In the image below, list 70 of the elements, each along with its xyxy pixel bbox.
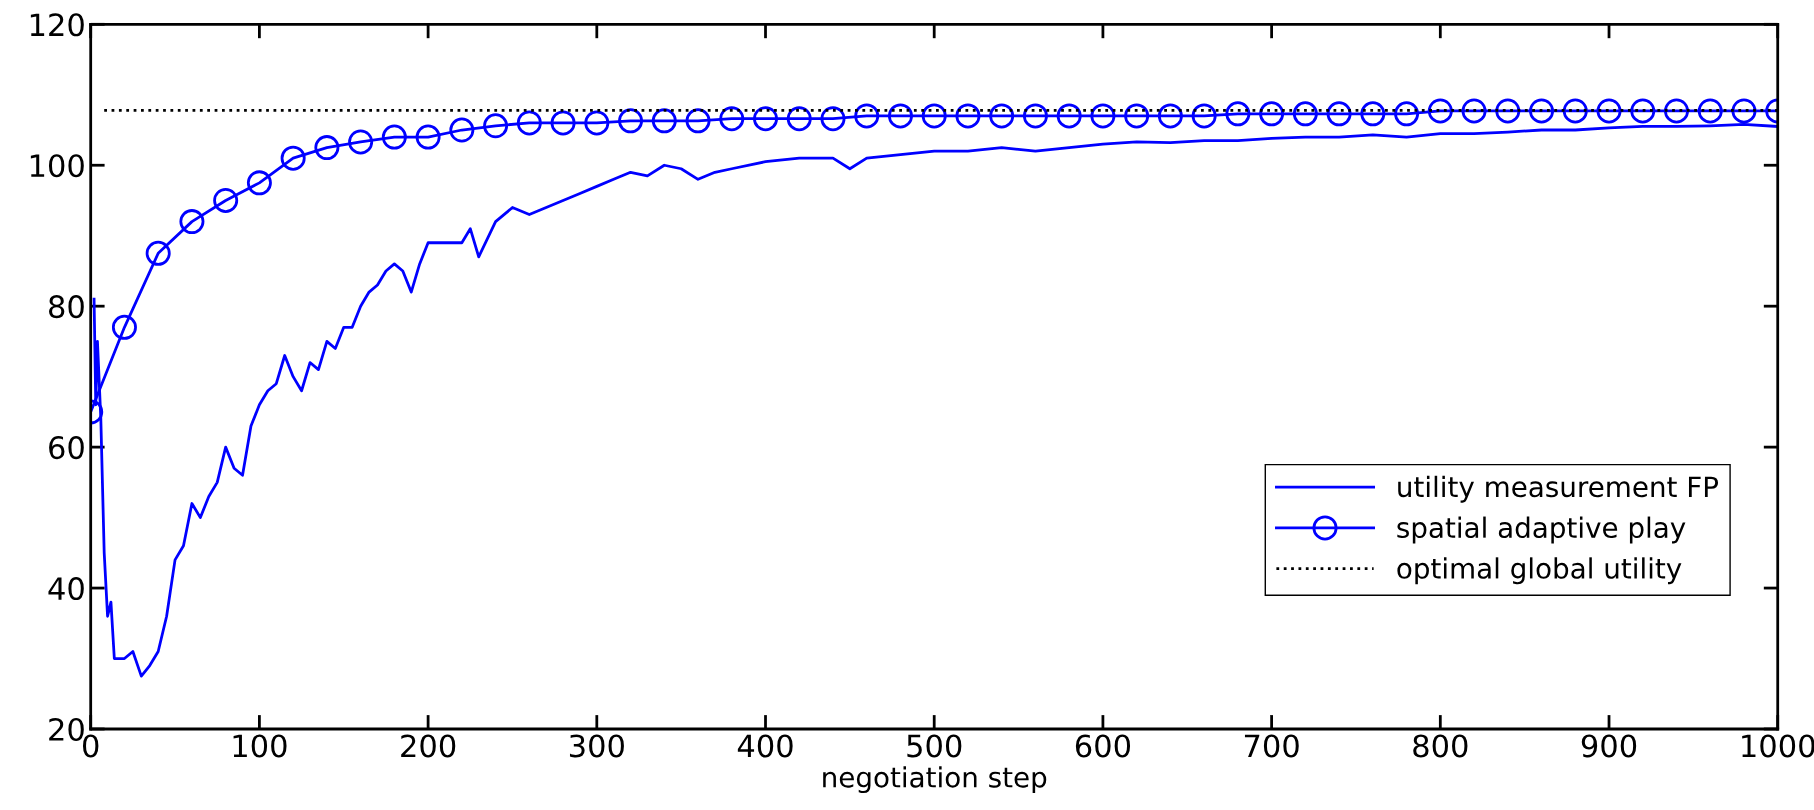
point — [685, 108, 711, 134]
point — [584, 110, 610, 136]
legend-label: spatial adaptive play — [1397, 516, 1686, 544]
point — [820, 106, 846, 132]
y-tick-label: 120 — [30, 13, 84, 37]
point — [1022, 103, 1048, 129]
point — [786, 106, 812, 132]
point — [989, 103, 1015, 129]
point — [314, 135, 340, 161]
point — [719, 106, 745, 132]
x-tick-label: 800 — [1413, 734, 1468, 758]
point — [1090, 103, 1116, 129]
point — [854, 103, 880, 129]
x-tick-label: 900 — [1581, 734, 1637, 758]
point — [1225, 101, 1251, 127]
point — [213, 187, 239, 213]
y-tick-label: 80 — [49, 295, 84, 319]
point — [449, 117, 475, 143]
point — [280, 145, 306, 171]
point — [1630, 98, 1656, 124]
y-tick-label: 40 — [48, 576, 84, 601]
x-axis-title: negotiation step — [823, 766, 1047, 794]
legend-label: optimal global utility — [1397, 557, 1682, 585]
point — [1664, 98, 1689, 124]
point — [1326, 101, 1352, 127]
point — [1360, 101, 1386, 127]
point — [887, 103, 913, 129]
point — [516, 110, 542, 136]
point — [1157, 103, 1183, 129]
y-tick-label: 60 — [49, 436, 84, 460]
x-tick-label: 1000 — [1742, 734, 1814, 758]
point — [1529, 98, 1555, 124]
y-tick-label: 100 — [30, 154, 84, 178]
point — [1124, 103, 1150, 129]
point — [921, 103, 947, 129]
point — [1292, 101, 1318, 127]
x-tick-label: 200 — [401, 734, 456, 758]
x-tick-label: 400 — [737, 734, 793, 758]
point — [1731, 98, 1757, 124]
point — [753, 106, 779, 132]
x-tick-label: 100 — [233, 734, 287, 758]
x-tick-label: 500 — [907, 734, 962, 758]
point — [1056, 103, 1082, 129]
point — [1697, 98, 1723, 124]
point — [145, 240, 171, 266]
y-tick-label: 20 — [49, 717, 84, 742]
point — [1495, 98, 1521, 124]
point — [179, 209, 205, 235]
point — [483, 113, 509, 139]
point — [1562, 98, 1588, 124]
point — [415, 124, 441, 150]
x-tick-label: 0 — [82, 734, 99, 758]
x-tick-label: 700 — [1244, 734, 1299, 758]
point — [1427, 98, 1453, 124]
point — [955, 103, 981, 129]
point — [246, 170, 272, 196]
point — [381, 124, 407, 150]
point — [1394, 101, 1420, 127]
point — [348, 129, 374, 155]
x-tick-label: 600 — [1075, 734, 1131, 758]
point — [1259, 101, 1285, 127]
point — [111, 314, 137, 340]
x-tick-label: 300 — [569, 734, 624, 758]
point — [1596, 98, 1622, 124]
legend-label: utility measurement FP — [1398, 475, 1719, 503]
point — [651, 108, 677, 134]
point — [618, 108, 644, 134]
point — [1461, 98, 1487, 124]
point — [550, 110, 576, 136]
point — [1191, 103, 1217, 129]
